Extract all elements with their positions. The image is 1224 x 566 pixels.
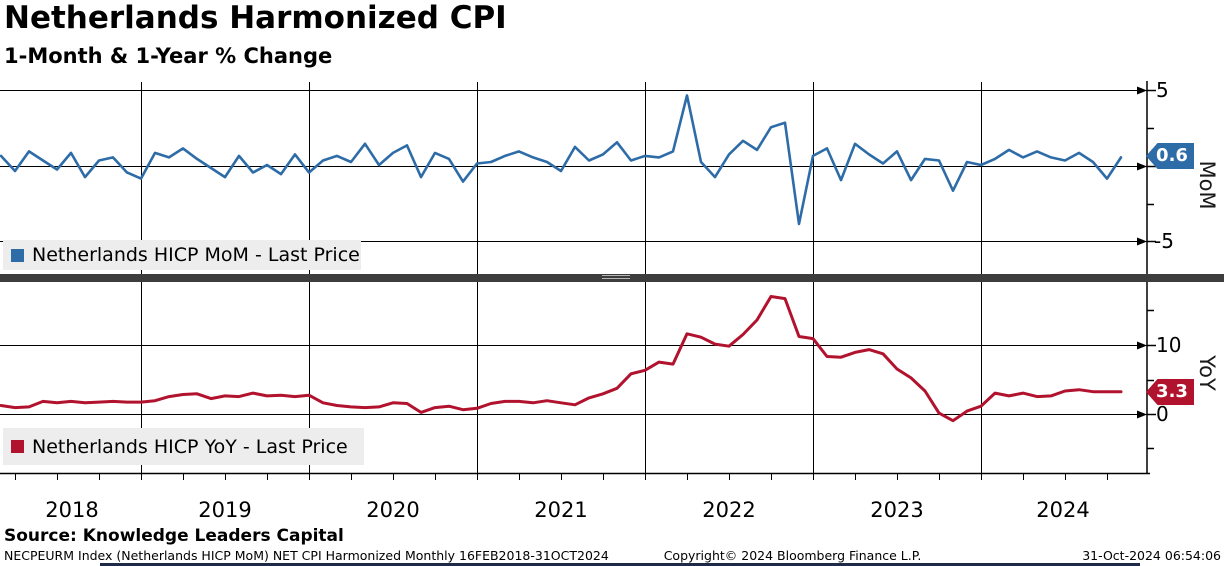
yoy-ytick-0: 0 <box>1156 402 1169 426</box>
mom-legend-swatch-icon <box>11 248 24 262</box>
mom-line <box>0 94 1123 226</box>
mom-ytick-5: 5 <box>1156 78 1169 102</box>
yoy-last-price-badge: 3.3 <box>1146 379 1194 405</box>
yoy-line <box>0 295 1123 423</box>
year-label-2022: 2022 <box>702 498 756 522</box>
mom-gridlines <box>0 90 1147 242</box>
x-axis-ticks <box>15 473 1108 480</box>
timestamp: 31-Oct-2024 06:54:06 <box>1082 548 1221 563</box>
right-axis-ticks <box>1147 89 1156 450</box>
yoy-legend-swatch-icon <box>11 440 24 453</box>
mom-legend-label: Netherlands HICP MoM - Last Price <box>32 244 360 266</box>
year-label-2021: 2021 <box>534 498 588 522</box>
security-description: NECPEURM Index (Netherlands HICP MoM) NE… <box>4 548 609 563</box>
mom-last-price-badge: 0.6 <box>1146 143 1194 169</box>
year-label-2019: 2019 <box>198 498 252 522</box>
copyright-notice: Copyright© 2024 Bloomberg Finance L.P. <box>663 548 922 563</box>
gridline-arrowheads <box>1137 86 1147 419</box>
window-edge-strip <box>100 563 1140 566</box>
year-label-2024: 2024 <box>1036 498 1090 522</box>
legend-mom[interactable]: Netherlands HICP MoM - Last Price <box>3 240 361 270</box>
page-title: Netherlands Harmonized CPI <box>4 0 507 36</box>
yoy-ytick-10: 10 <box>1156 333 1182 357</box>
year-label-2020: 2020 <box>366 498 420 522</box>
legend-yoy[interactable]: Netherlands HICP YoY - Last Price <box>3 428 364 465</box>
page-subtitle: 1-Month & 1-Year % Change <box>4 44 333 68</box>
mom-ytick-neg5: -5 <box>1154 229 1174 253</box>
separator-drag-handle[interactable] <box>602 275 630 280</box>
year-label-2018: 2018 <box>45 498 99 522</box>
mom-axis-title: MoM <box>1195 160 1219 210</box>
source-credit: Source: Knowledge Leaders Capital <box>4 526 344 546</box>
yoy-legend-label: Netherlands HICP YoY - Last Price <box>32 435 348 458</box>
year-label-2023: 2023 <box>870 498 924 522</box>
yoy-gridlines <box>0 345 1147 415</box>
yoy-axis-title: YoY <box>1195 355 1219 391</box>
